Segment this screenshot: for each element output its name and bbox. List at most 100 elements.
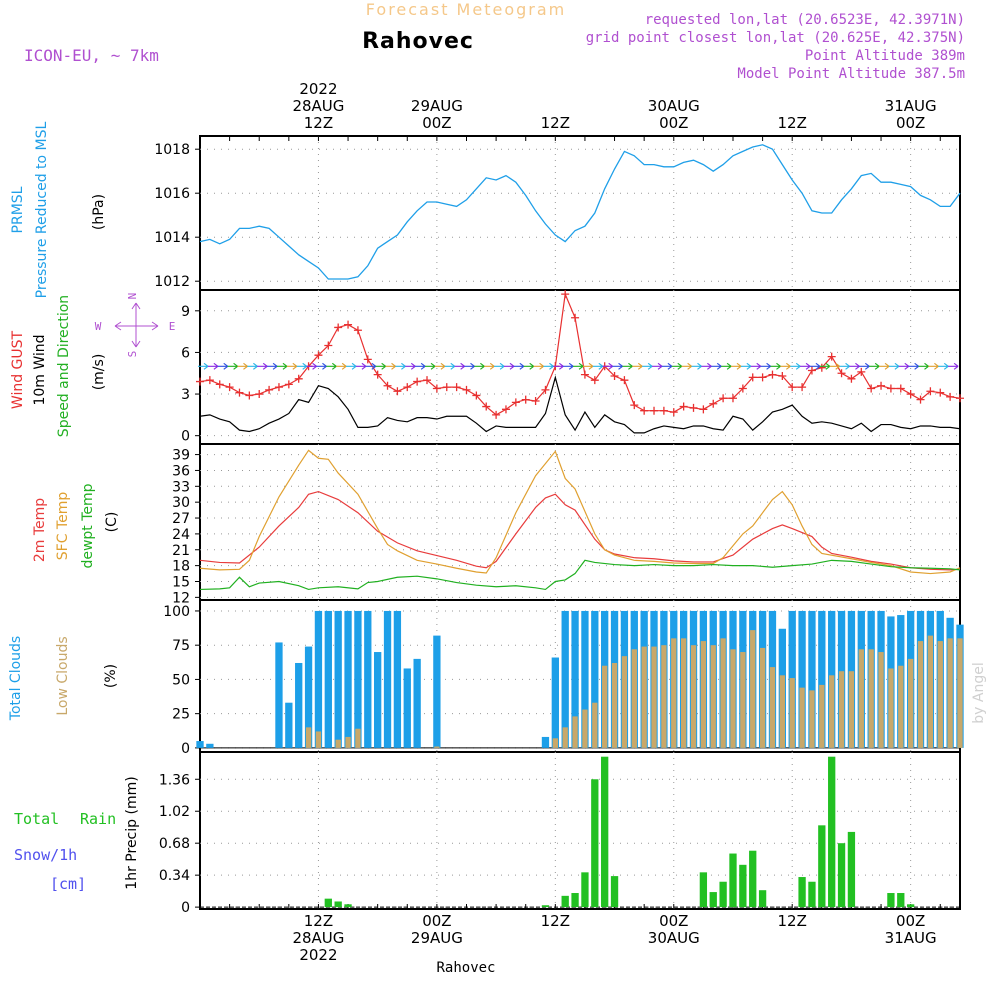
temperature-ytick-label: 15 xyxy=(172,574,190,590)
temperature-ytick-label: 39 xyxy=(172,448,190,464)
top-time-label: 30AUG xyxy=(648,97,700,115)
rain-bar xyxy=(847,831,856,908)
snow-label: Snow/1h xyxy=(14,846,77,864)
top-time-label: 00Z xyxy=(896,114,925,132)
wind-direction-arrow xyxy=(602,362,614,370)
wind-direction-arrow xyxy=(780,362,791,370)
wind-gust-point xyxy=(590,376,599,385)
wind-gust-line xyxy=(199,291,961,416)
wind-direction-arrow xyxy=(800,362,811,370)
bottom-time-label: 12Z xyxy=(304,912,333,930)
temp-sfc-label: SFC Temp xyxy=(55,492,71,561)
total-clouds-bar xyxy=(798,610,806,748)
wind-direction-arrow xyxy=(346,362,357,370)
wind-gust-point xyxy=(423,376,432,385)
temp-unit-label: (C) xyxy=(104,512,120,533)
clouds-ytick-label: 100 xyxy=(163,604,190,620)
wind-gust-point xyxy=(630,401,639,410)
wind-direction-arrow xyxy=(790,362,801,370)
rain-bar xyxy=(591,779,599,908)
temperature-ytick-label: 21 xyxy=(172,543,190,559)
total-clouds-bar xyxy=(433,635,441,748)
pressure-line xyxy=(199,144,961,280)
clouds-ytick-label: 0 xyxy=(181,741,190,757)
top-time-label: 00Z xyxy=(659,114,688,132)
wind-direction-arrow xyxy=(701,362,712,370)
wind-direction-arrow xyxy=(740,362,752,370)
total-clouds-bar xyxy=(561,610,569,748)
top-time-label: 12Z xyxy=(304,114,333,132)
low-clouds-bar xyxy=(335,739,341,748)
wind-direction-arrow xyxy=(296,362,308,370)
wind-gust-point xyxy=(926,387,935,396)
wind-direction-arrow xyxy=(237,362,248,370)
low-clouds-bar xyxy=(572,716,578,748)
snow-unit-label: [cm] xyxy=(50,875,86,893)
total-clouds-bar xyxy=(324,610,332,748)
bottom-time-label: 00Z xyxy=(659,912,688,930)
precip-ytick-label: 0 xyxy=(181,900,190,916)
precip-ytick-label: 1.02 xyxy=(159,804,190,820)
low-clouds-bar xyxy=(799,687,805,748)
rain-bar xyxy=(571,893,579,908)
low-clouds-bar xyxy=(937,641,943,748)
rain-bar xyxy=(906,904,915,908)
wind-direction-arrow xyxy=(267,362,278,370)
bottom-time-label: 12Z xyxy=(778,912,807,930)
wind-gust-point xyxy=(650,406,659,415)
wind-direction-arrow xyxy=(879,362,890,370)
wind-gust-point xyxy=(255,390,264,399)
wind-direction-arrow xyxy=(898,362,910,370)
wind-direction-arrow xyxy=(553,362,564,370)
low-clouds-bar xyxy=(740,652,746,748)
rain-bar xyxy=(897,893,905,908)
total-clouds-bar xyxy=(285,702,293,748)
wind-gust-point xyxy=(906,390,915,399)
wind-gust-point xyxy=(442,383,451,392)
wind-direction-arrow xyxy=(494,362,505,370)
panel-frames xyxy=(199,135,961,910)
wind-gust-point xyxy=(561,290,570,299)
top-time-label: 2022 xyxy=(299,80,337,98)
temperature-ytick-label: 24 xyxy=(172,527,190,543)
low-clouds-bar xyxy=(819,684,825,748)
wind-10m-label: 10m Wind xyxy=(32,334,48,405)
total-clouds-bar xyxy=(206,743,214,748)
rain-bar xyxy=(828,756,836,908)
temperature-panel-labels: 2m Temp SFC Temp dewpt Temp (C) xyxy=(32,483,120,568)
clouds-ytick-label: 50 xyxy=(172,672,190,688)
temperature-ytick-label: 30 xyxy=(172,495,190,511)
top-time-label: 28AUG xyxy=(292,97,344,115)
wind-direction-arrow xyxy=(523,362,535,370)
rain-bar xyxy=(581,872,589,908)
wind-gust-point xyxy=(571,313,580,322)
wind-gust-point xyxy=(837,369,846,378)
pressure-msl-label: Pressure Reduced to MSL xyxy=(34,121,50,298)
wind-direction-arrow xyxy=(770,362,781,370)
temp-dewpt-label: dewpt Temp xyxy=(80,483,96,568)
wind-gust-point xyxy=(877,381,886,390)
wind-direction-arrow xyxy=(336,362,347,370)
low-clouds-bar xyxy=(305,727,312,748)
rain-bar xyxy=(808,881,816,908)
wind-gust-point xyxy=(403,383,412,392)
wind-direction-arrow xyxy=(888,362,900,370)
wind-direction-arrow xyxy=(592,362,604,370)
temp-2m-label: 2m Temp xyxy=(32,498,48,562)
rain-bar xyxy=(601,756,609,908)
precip-panel-frame xyxy=(199,751,961,910)
wind-direction-arrow xyxy=(227,362,238,370)
wind-gust-point xyxy=(699,405,708,414)
wind-gust-point xyxy=(274,383,283,392)
wind-direction-arrow xyxy=(652,362,663,370)
clouds-ytick-label: 25 xyxy=(172,707,190,723)
low-clouds-bar xyxy=(661,645,667,748)
wind-gust-point xyxy=(689,403,698,412)
low-clouds-bar xyxy=(434,746,440,748)
low-clouds-label: Low Clouds xyxy=(55,636,71,715)
total-clouds-bar xyxy=(541,736,550,748)
wind-direction-arrow xyxy=(829,362,841,370)
rain-bar xyxy=(324,898,332,908)
top-time-label: 12Z xyxy=(541,114,570,132)
wind-gust-point xyxy=(235,388,244,397)
